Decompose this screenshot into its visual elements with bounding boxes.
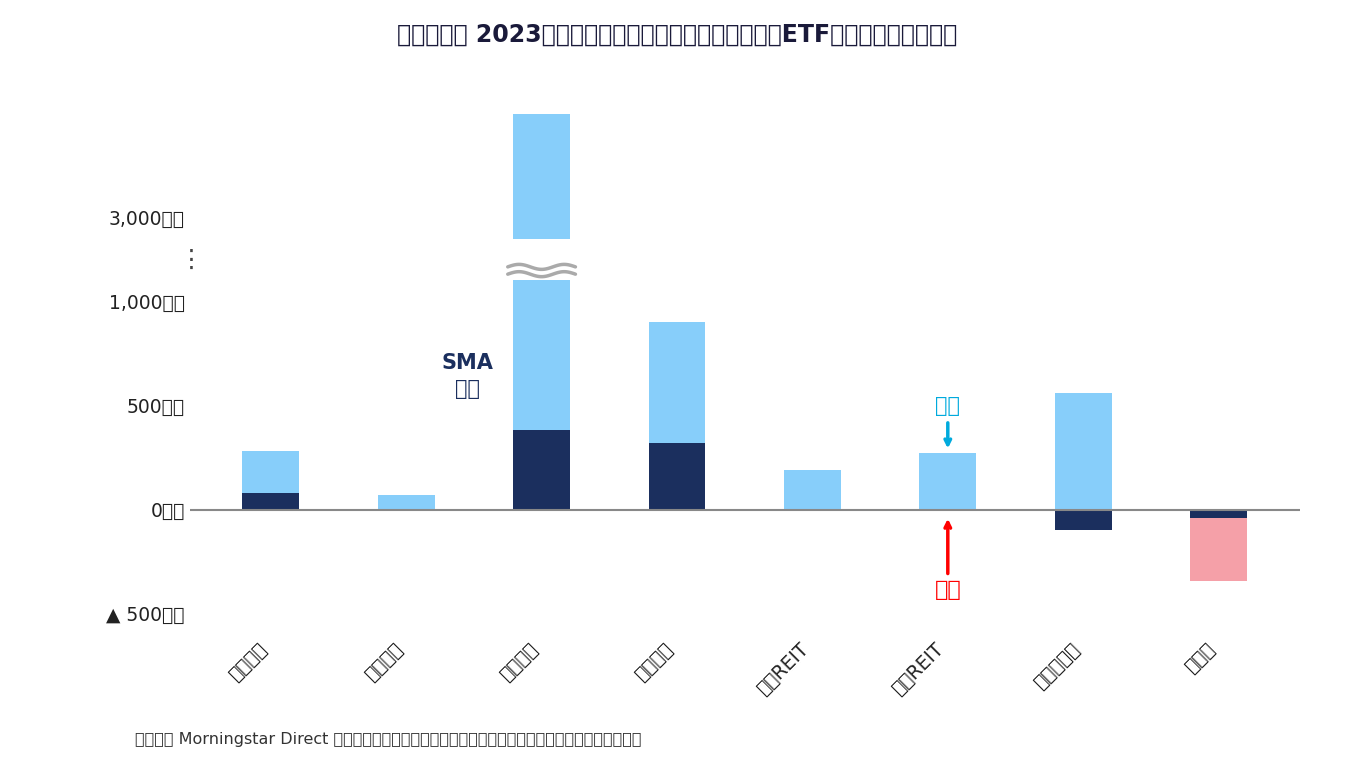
Bar [1190, 509, 1247, 518]
Bar [378, 495, 435, 509]
Bar [649, 443, 705, 509]
Bar [1190, 509, 1247, 518]
Bar [242, 451, 299, 493]
Bar [649, 322, 705, 443]
Bar [242, 493, 299, 509]
Text: 『図表１』 2023年１月の日本籍追加型株式投信（除くETF）の推計資金流出入: 『図表１』 2023年１月の日本籍追加型株式投信（除くETF）の推計資金流出入 [397, 23, 957, 47]
Bar [513, 114, 570, 238]
Bar [1055, 509, 1112, 530]
Bar [919, 454, 976, 509]
Bar [1190, 550, 1247, 580]
Bar [1190, 518, 1247, 550]
Bar [784, 470, 841, 509]
Text: 流入: 流入 [936, 396, 960, 416]
Bar [513, 280, 570, 430]
Bar [513, 430, 570, 509]
Text: 流出: 流出 [934, 580, 961, 601]
Text: ⋮: ⋮ [179, 248, 203, 272]
Bar [1055, 393, 1112, 509]
Text: （資料） Morningstar Direct より作成。各資産クラスはイボットソン分類を用いてファンドを分類。: （資料） Morningstar Direct より作成。各資産クラスはイボット… [135, 732, 642, 747]
Text: SMA
専用: SMA 専用 [441, 353, 493, 399]
